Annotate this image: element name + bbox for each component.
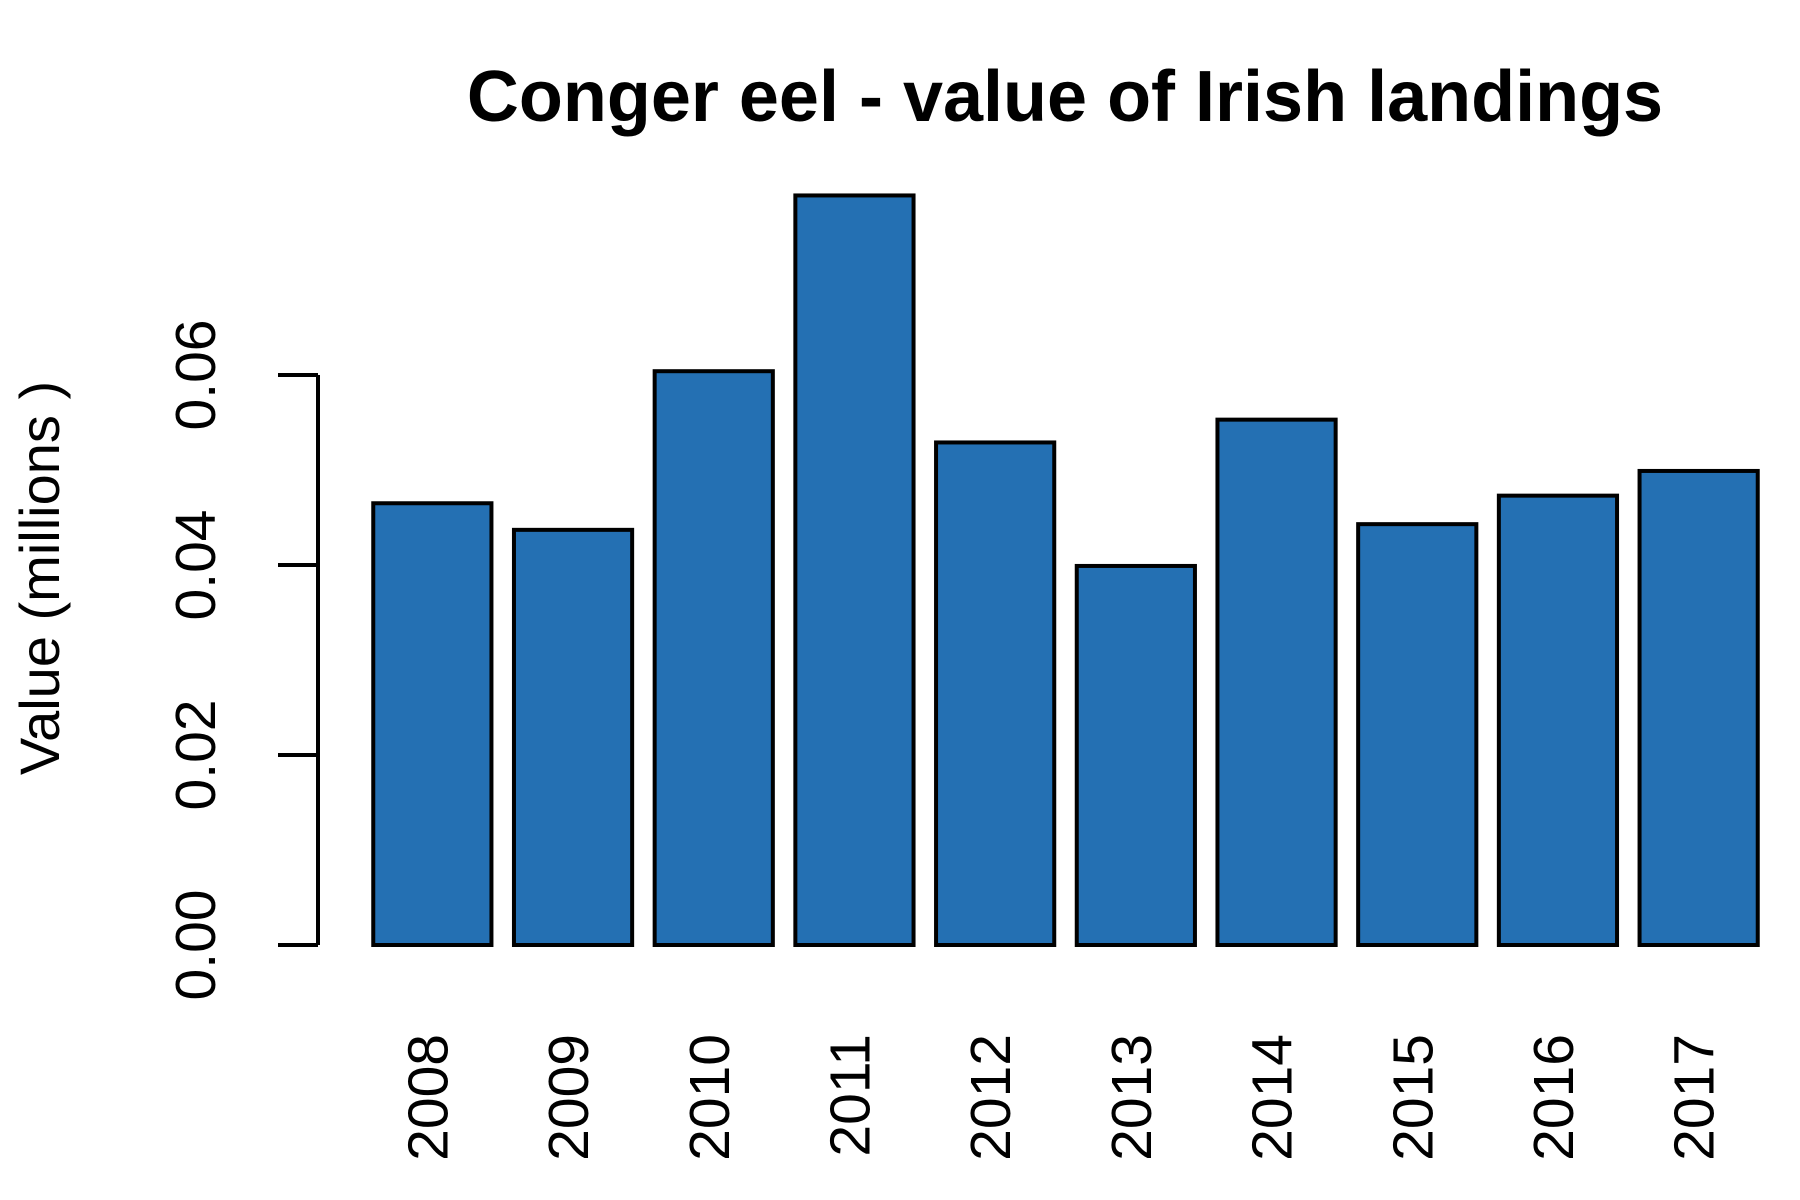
bar	[1215, 417, 1338, 947]
bar	[511, 527, 635, 947]
y-tick-label: 0.00	[164, 890, 228, 1001]
y-tick-label: 0.06	[164, 320, 228, 431]
x-tick-label: 2012	[959, 1034, 1023, 1161]
bar	[934, 440, 1057, 947]
x-tick-label: 2013	[1100, 1034, 1164, 1161]
x-tick-label: 2016	[1522, 1034, 1586, 1161]
bar	[371, 501, 494, 947]
bar	[1074, 563, 1197, 947]
chart-title: Conger eel - value of Irish landings	[467, 57, 1663, 137]
x-tick-label: 2015	[1381, 1034, 1445, 1161]
x-tick-label: 2014	[1241, 1034, 1305, 1161]
y-axis-label: Value (millions )	[8, 381, 71, 775]
bar	[652, 369, 775, 947]
x-tick-label: 2017	[1663, 1034, 1727, 1161]
bar	[1637, 468, 1760, 947]
y-tick-label: 0.04	[164, 510, 228, 621]
bar	[1496, 493, 1620, 947]
x-tick-label: 2010	[678, 1034, 742, 1161]
x-tick-label: 2011	[819, 1034, 883, 1157]
y-tick-label: 0.02	[164, 700, 228, 811]
x-tick-label: 2008	[396, 1034, 460, 1161]
bar	[1356, 522, 1479, 948]
x-tick-label: 2009	[537, 1034, 601, 1161]
bar	[793, 193, 916, 947]
